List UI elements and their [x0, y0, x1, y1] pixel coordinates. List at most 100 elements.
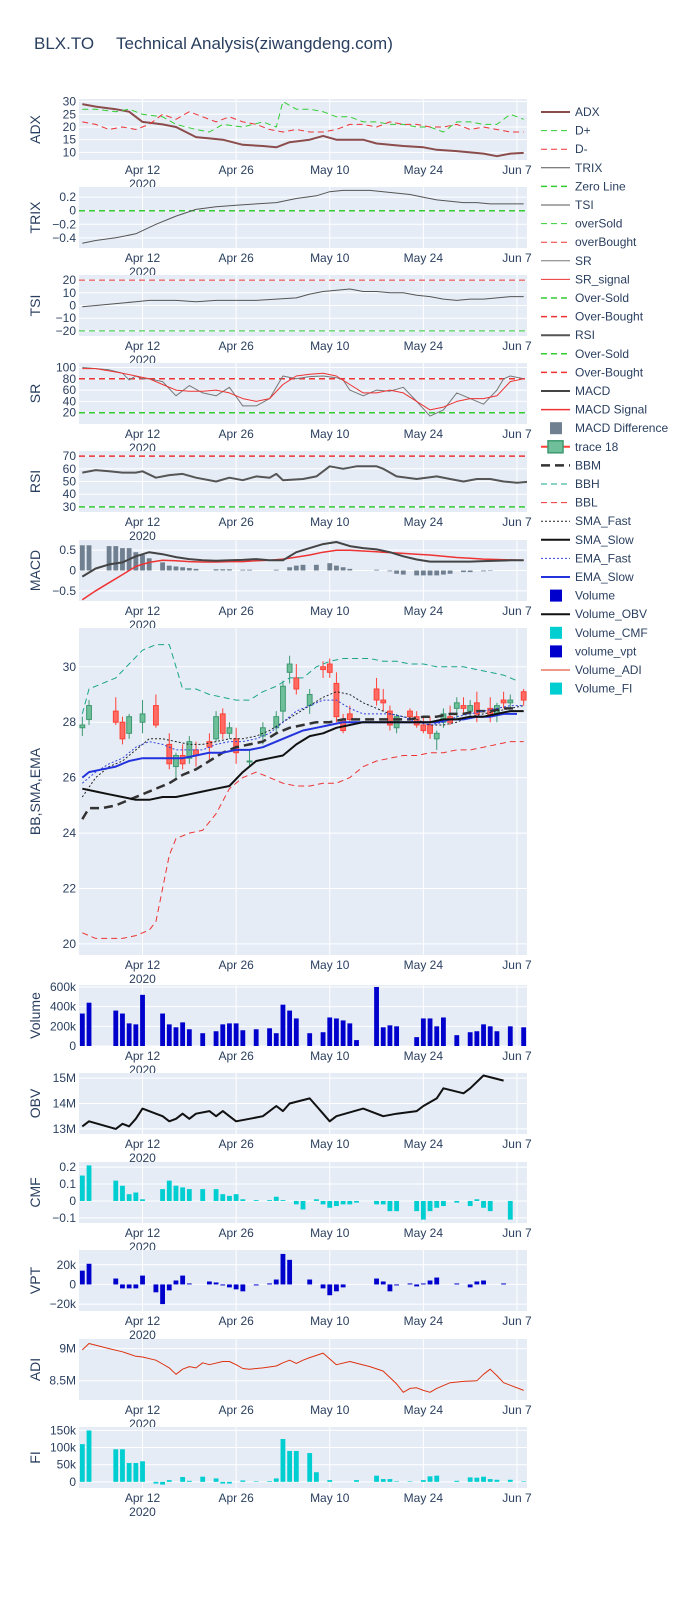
y-tick-label: 60	[63, 383, 77, 397]
bar	[454, 1480, 460, 1482]
candle-body	[380, 699, 387, 704]
legend-item[interactable]: EMA_Fast	[541, 551, 632, 565]
plot-background	[79, 1250, 527, 1311]
bar	[340, 1284, 346, 1288]
y-tick-label: 0	[69, 1194, 76, 1208]
bar	[287, 1259, 293, 1285]
series-line-volume-adi	[81, 1343, 524, 1393]
legend-swatch-candle-body	[547, 440, 564, 454]
bar	[307, 1453, 313, 1482]
series-line-sr-signal	[82, 368, 524, 411]
legend-item[interactable]: trace 18	[541, 440, 619, 454]
bar	[327, 563, 333, 571]
legend-item[interactable]: volume_vpt	[550, 644, 637, 658]
x-tick-label: May 24	[404, 958, 444, 972]
bar	[113, 1278, 119, 1285]
legend-item[interactable]: SMA_Fast	[541, 514, 632, 528]
legend[interactable]: ADX D+ D- TRIX Zero Line TSI overSold overBough…	[541, 105, 668, 696]
x-tick-label: May 10	[310, 604, 350, 618]
bar	[213, 1031, 219, 1046]
bar	[240, 1199, 246, 1201]
bar	[133, 1284, 139, 1289]
bar	[307, 1279, 313, 1285]
x-tick-label: May 10	[310, 958, 350, 972]
legend-item[interactable]: MACD Difference	[550, 421, 668, 435]
legend-item[interactable]: RSI	[541, 328, 595, 342]
candle-body	[507, 699, 514, 704]
legend-item[interactable]: MACD Signal	[541, 403, 647, 417]
bar	[387, 570, 393, 572]
legend-item[interactable]: TSI	[541, 198, 594, 212]
x-tick-label: May 24	[404, 1403, 444, 1417]
legend-item[interactable]: Volume_FI	[550, 682, 632, 696]
y-axis-label: VPT	[27, 1266, 43, 1294]
legend-item[interactable]: SMA_Slow	[541, 533, 634, 547]
legend-item[interactable]: SR_signal	[541, 272, 630, 286]
bar	[300, 1200, 306, 1210]
legend-item[interactable]: BBH	[541, 477, 600, 491]
bar	[481, 1200, 486, 1208]
bar	[481, 1280, 486, 1285]
x-tick-label: Apr 12	[125, 604, 161, 618]
legend-item[interactable]: BBL	[541, 496, 598, 510]
y-axis-label: ADX	[27, 114, 43, 143]
series-line-sma-fast	[81, 691, 524, 798]
bar	[394, 1481, 400, 1482]
legend-item[interactable]: Volume	[550, 589, 615, 603]
y-axis-label: MACD	[27, 550, 43, 591]
legend-item[interactable]: BBM	[541, 458, 601, 472]
bar	[120, 1449, 125, 1482]
bar	[340, 1020, 346, 1046]
legend-item[interactable]: Over-Sold	[541, 347, 629, 361]
legend-label: SR_signal	[575, 272, 630, 286]
legend-item[interactable]: Over-Sold	[541, 291, 629, 305]
y-tick-label: 26	[63, 771, 77, 785]
bar	[287, 1010, 293, 1046]
legend-item[interactable]: Over-Bought	[541, 365, 644, 379]
y-tick-label: 100k	[50, 1441, 77, 1455]
legend-item[interactable]: Volume_OBV	[541, 607, 647, 621]
legend-item[interactable]: ADX	[541, 105, 600, 119]
y-tick-label: 20	[63, 273, 77, 287]
legend-item[interactable]: D-	[541, 142, 588, 156]
series-line-sr	[82, 367, 524, 417]
bar	[420, 570, 426, 576]
bar	[173, 1027, 179, 1046]
bar	[280, 1253, 286, 1285]
bar	[374, 1278, 379, 1285]
legend-item[interactable]: Volume_CMF	[550, 626, 648, 640]
bar	[280, 1438, 286, 1482]
legend-item[interactable]: Zero Line	[541, 179, 626, 193]
legend-item[interactable]: EMA_Slow	[541, 570, 634, 584]
legend-item[interactable]: D+	[541, 124, 591, 138]
y-tick-label: 200k	[50, 1019, 77, 1033]
y-tick-label: 100	[56, 361, 76, 375]
legend-item[interactable]: Volume_ADI	[541, 663, 642, 677]
legend-item[interactable]: MACD	[541, 384, 611, 398]
legend-item[interactable]: Over-Bought	[541, 310, 644, 324]
x-tick-label: Apr 26	[218, 604, 254, 618]
legend-label: overSold	[575, 217, 622, 231]
y-axis-label: BB,SMA,EMA	[27, 747, 43, 835]
bar	[140, 1199, 145, 1201]
bar	[153, 1481, 159, 1484]
panel-obv: 13M 14M 15M OBV Apr 12 Apr 26 May 10 May 24 Jun …	[27, 1071, 532, 1165]
x-tick-label: May 24	[404, 427, 444, 441]
bar	[166, 1284, 172, 1291]
legend-item[interactable]: TRIX	[541, 161, 602, 175]
candle-body	[226, 727, 233, 734]
bar	[461, 570, 466, 573]
y-tick-label: 20	[63, 937, 77, 951]
legend-label: MACD	[575, 384, 611, 398]
bar	[394, 1026, 400, 1046]
bar	[507, 1026, 513, 1046]
bar	[86, 545, 92, 571]
bar	[213, 1189, 219, 1201]
legend-item[interactable]: overSold	[541, 217, 622, 231]
legend-label: EMA_Slow	[575, 570, 634, 584]
legend-item[interactable]: SR	[541, 254, 592, 268]
legend-item[interactable]: overBought	[541, 235, 637, 249]
bar	[320, 1032, 326, 1046]
bar	[481, 570, 486, 572]
bar	[441, 570, 446, 575]
